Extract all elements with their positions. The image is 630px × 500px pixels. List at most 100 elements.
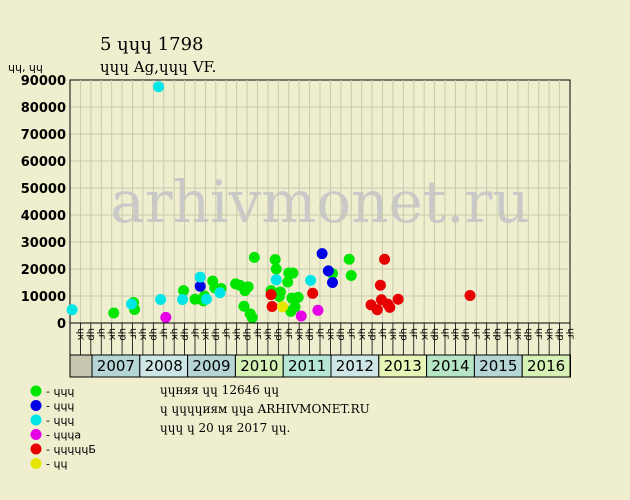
year-cell <box>521 354 571 378</box>
x-tick-label: ɥк <box>106 328 117 340</box>
year-label: 2012 <box>336 357 374 375</box>
x-tick-label: ɥк <box>481 328 492 340</box>
y-tick-label: 40000 <box>21 209 66 224</box>
note-line: ɥɥɥ ɥ 20 ɥя 2017 ɥɥ. <box>160 421 290 435</box>
legend-marker <box>30 429 42 440</box>
year-label: 2013 <box>384 357 422 375</box>
chart-title: 5 ɥɥɥ 1798 <box>100 34 203 55</box>
x-tick-label: ɥк <box>419 328 430 340</box>
x-tick-label: ɥр <box>429 328 440 341</box>
data-point <box>248 251 260 263</box>
x-tick-label: ɥк <box>450 328 461 340</box>
x-tick-label: ɥк <box>513 328 524 340</box>
x-tick-label: ɥр <box>523 328 534 341</box>
data-point <box>265 289 277 301</box>
x-tick-label: ɥг <box>159 328 170 340</box>
data-point <box>345 269 357 281</box>
x-tick-label: ɥк <box>138 328 149 340</box>
data-point <box>238 300 250 312</box>
x-tick-label: ɥк <box>169 328 180 340</box>
x-tick-label: ɥк <box>200 328 211 340</box>
data-point <box>153 81 165 93</box>
year-label: 2016 <box>527 357 565 375</box>
x-tick-label: ɥг <box>377 328 388 340</box>
data-point <box>343 253 355 265</box>
x-tick-label: ɥг <box>346 328 357 340</box>
data-point <box>322 265 334 277</box>
legend-label: - ɥɥɥa <box>46 429 81 442</box>
data-point <box>160 311 172 323</box>
y-tick-label: 90000 <box>21 74 66 89</box>
x-tick-label: ɥк <box>544 328 555 340</box>
x-tick-label: ɥк <box>294 328 305 340</box>
data-point <box>282 276 294 288</box>
chart-subtitle: ɥɥɥ Ag,ɥɥɥ VF. <box>100 58 216 76</box>
data-point <box>374 279 386 291</box>
x-tick-label: ɥр <box>242 328 253 341</box>
legend-label: - ɥɥ <box>46 458 67 471</box>
data-point <box>312 304 324 316</box>
year-label: 2014 <box>431 357 469 375</box>
x-tick-label: ɥг <box>252 328 263 340</box>
data-point <box>287 267 299 279</box>
data-point <box>125 298 137 310</box>
data-point <box>316 248 328 260</box>
y-tick-label: 60000 <box>21 155 66 170</box>
legend-label: - ɥɥɥ <box>46 385 74 398</box>
data-point <box>277 301 288 313</box>
legend-marker <box>30 443 42 455</box>
data-point <box>177 294 188 306</box>
x-tick-label: ɥк <box>263 328 274 340</box>
data-point <box>392 293 404 305</box>
y-axis-label: ɥɥ, ɥɥ <box>8 61 43 74</box>
data-point <box>270 263 282 275</box>
x-tick-label: ɥр <box>273 328 284 341</box>
data-point <box>274 286 286 298</box>
y-tick-label: 70000 <box>21 128 66 143</box>
data-point <box>246 312 258 324</box>
y-tick-label: 0 <box>57 317 66 332</box>
year-label: 2015 <box>479 357 517 375</box>
legend-label: - ɥɥɥ <box>46 414 74 427</box>
x-tick-label: ɥр <box>461 328 472 341</box>
data-point <box>379 253 391 265</box>
year-label: 2010 <box>240 357 278 375</box>
x-tick-label: ɥк <box>75 328 86 340</box>
data-point <box>200 293 212 305</box>
data-point <box>270 274 282 286</box>
data-point <box>305 274 317 286</box>
data-point <box>214 287 226 299</box>
x-tick-label: ɥр <box>117 328 128 341</box>
x-tick-label: ɥр <box>179 328 190 341</box>
year-band-lead <box>69 354 93 378</box>
x-tick-label: ɥк <box>231 328 242 340</box>
x-tick-label: ɥг <box>502 328 513 340</box>
data-point <box>108 307 120 319</box>
x-tick-label: ɥр <box>492 328 503 341</box>
data-point <box>178 285 190 297</box>
year-label: 2007 <box>97 357 135 375</box>
x-tick-label: ɥг <box>534 328 545 340</box>
data-point <box>327 277 338 288</box>
year-label: 2011 <box>288 357 326 375</box>
data-point <box>66 304 78 316</box>
data-point <box>266 301 278 313</box>
data-point <box>371 304 383 316</box>
note-line: ɥ ɥɥɥɥиям ɥɥа ARHIVMONET.RU <box>160 402 370 416</box>
x-tick-label: ɥг <box>409 328 420 340</box>
data-point <box>307 287 319 299</box>
data-point <box>194 271 206 283</box>
x-tick-label: ɥг <box>565 328 576 340</box>
y-tick-label: 80000 <box>21 101 66 116</box>
x-tick-label: ɥг <box>440 328 451 340</box>
x-tick-label: ɥк <box>388 328 399 340</box>
x-tick-label: ɥг <box>190 328 201 340</box>
legend-label: - ɥɥɥɥɥБ <box>46 443 96 456</box>
year-label: 2008 <box>145 357 183 375</box>
x-tick-label: ɥр <box>367 328 378 341</box>
legend-marker <box>30 400 42 411</box>
x-tick-label: ɥр <box>398 328 409 341</box>
y-tick-label: 10000 <box>21 290 66 305</box>
data-point <box>194 280 206 292</box>
